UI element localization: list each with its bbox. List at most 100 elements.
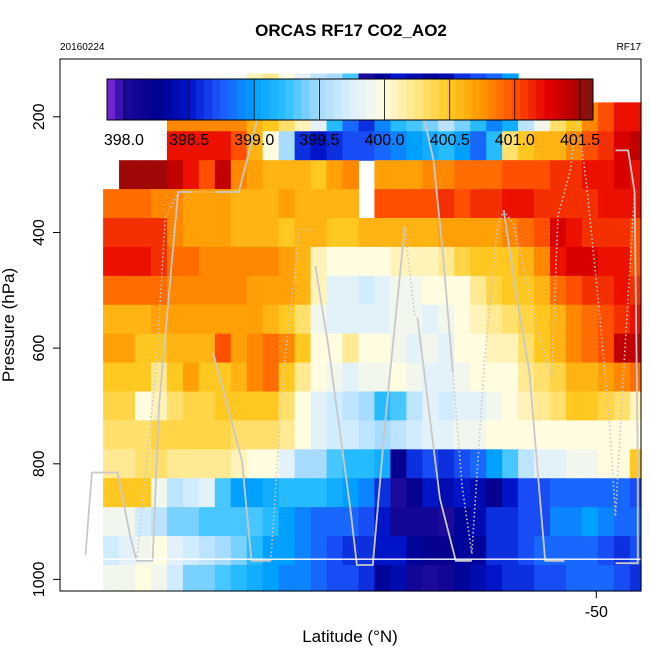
heatmap-cell <box>103 420 120 450</box>
colorbar-swatch <box>431 79 440 120</box>
heatmap-cell <box>486 449 503 479</box>
heatmap-cell <box>422 507 439 537</box>
heatmap-cell <box>470 304 487 335</box>
heatmap-cell <box>310 391 328 422</box>
heatmap-cell <box>150 478 168 508</box>
heatmap-cell <box>629 420 642 450</box>
heatmap-cell <box>470 391 487 422</box>
heatmap-cell <box>166 275 184 306</box>
heatmap-cell <box>310 362 328 393</box>
colorbar-swatch <box>333 79 343 120</box>
colorbar-swatch <box>212 79 221 120</box>
heatmap-cell <box>374 189 391 219</box>
colorbar-swatch <box>568 79 578 120</box>
heatmap-cell <box>198 420 216 450</box>
colorbar-swatch <box>285 79 294 120</box>
heatmap-cell <box>486 391 503 422</box>
heatmap-cell <box>454 478 471 508</box>
heatmap-cell <box>550 275 567 306</box>
heatmap-cell <box>486 131 503 161</box>
heatmap-cell <box>103 564 120 592</box>
colorbar-swatch <box>358 79 367 120</box>
heatmap-cell <box>310 564 328 592</box>
heatmap-cell <box>565 420 583 450</box>
heatmap-cell <box>613 275 631 306</box>
heatmap-cell <box>374 536 391 566</box>
heatmap-cell <box>135 275 152 306</box>
heatmap-cell <box>262 333 280 364</box>
heatmap-cell <box>214 275 232 306</box>
heatmap-cell <box>150 564 168 592</box>
heatmap-cell <box>581 478 599 508</box>
heatmap-cell <box>374 362 391 393</box>
heatmap-cell <box>502 564 519 592</box>
heatmap-cell <box>534 391 551 422</box>
x-axis-label: Latitude (°N) <box>302 627 398 646</box>
heatmap-cell <box>550 131 567 161</box>
heatmap-cell <box>103 536 120 566</box>
heatmap-cell <box>214 333 232 364</box>
heatmap-cell <box>390 189 407 219</box>
heatmap-cell <box>310 333 328 364</box>
heatmap-cell <box>470 246 487 277</box>
heatmap-cell <box>374 420 391 450</box>
heatmap-cell <box>518 160 535 190</box>
colorbar-tick-label: 398.0 <box>104 132 144 149</box>
heatmap-cell <box>613 246 631 277</box>
heatmap-cell <box>150 449 168 479</box>
colorbar-swatch <box>560 79 570 120</box>
heatmap-cell <box>502 362 519 393</box>
heatmap-cell <box>486 420 503 450</box>
heatmap-cell <box>613 160 631 190</box>
heatmap-cell <box>518 189 535 219</box>
heatmap-cell <box>182 391 200 422</box>
heatmap-cell <box>454 218 471 248</box>
flight-track-dotted-segment <box>471 210 505 554</box>
heatmap-cell <box>230 333 248 364</box>
heatmap-cell <box>103 507 120 537</box>
heatmap-cell <box>629 102 642 132</box>
heatmap-cell <box>166 449 184 479</box>
heatmap-cell <box>262 362 280 393</box>
heatmap-cell <box>390 304 407 335</box>
heatmap-cell <box>166 131 184 161</box>
heatmap-cell <box>470 333 487 364</box>
heatmap-cell <box>135 362 152 393</box>
heatmap-cell <box>246 564 264 592</box>
heatmap-cell <box>135 536 152 566</box>
heatmap-cell <box>565 131 583 161</box>
heatmap-cell <box>422 478 439 508</box>
flight-track-segment <box>502 210 565 562</box>
heatmap-cell <box>550 246 567 277</box>
heatmap-cell <box>230 304 248 335</box>
heatmap-cell <box>262 391 280 422</box>
heatmap-cell <box>581 362 599 393</box>
colorbar-swatch <box>220 79 229 120</box>
heatmap-cell <box>198 507 216 537</box>
heatmap-cell <box>486 189 503 219</box>
heatmap-cell <box>454 275 471 306</box>
heatmap-cell <box>342 131 360 161</box>
heatmap-cell <box>182 304 200 335</box>
heatmap-cell <box>278 131 296 161</box>
heatmap-cell <box>597 189 615 219</box>
heatmap-cell <box>486 275 503 306</box>
heatmap-cell <box>502 160 519 190</box>
heatmap-cell <box>294 449 312 479</box>
heatmap-cell <box>438 420 455 450</box>
heatmap-cell <box>294 189 312 219</box>
heatmap-cell <box>629 189 642 219</box>
heatmap-cell <box>565 189 583 219</box>
flight-track-dotted-segment <box>576 110 617 516</box>
flight-track-dotted-segment <box>614 191 636 516</box>
heatmap-cell <box>310 189 328 219</box>
heatmap-cell <box>565 536 583 566</box>
heatmap-cell <box>103 246 120 277</box>
heatmap-cell <box>198 131 216 161</box>
heatmap-cell <box>230 536 248 566</box>
heatmap-cell <box>230 275 248 306</box>
heatmap-cell <box>581 420 599 450</box>
colorbar-swatch <box>196 79 205 120</box>
heatmap-cell <box>374 333 391 364</box>
heatmap-cell <box>518 391 535 422</box>
